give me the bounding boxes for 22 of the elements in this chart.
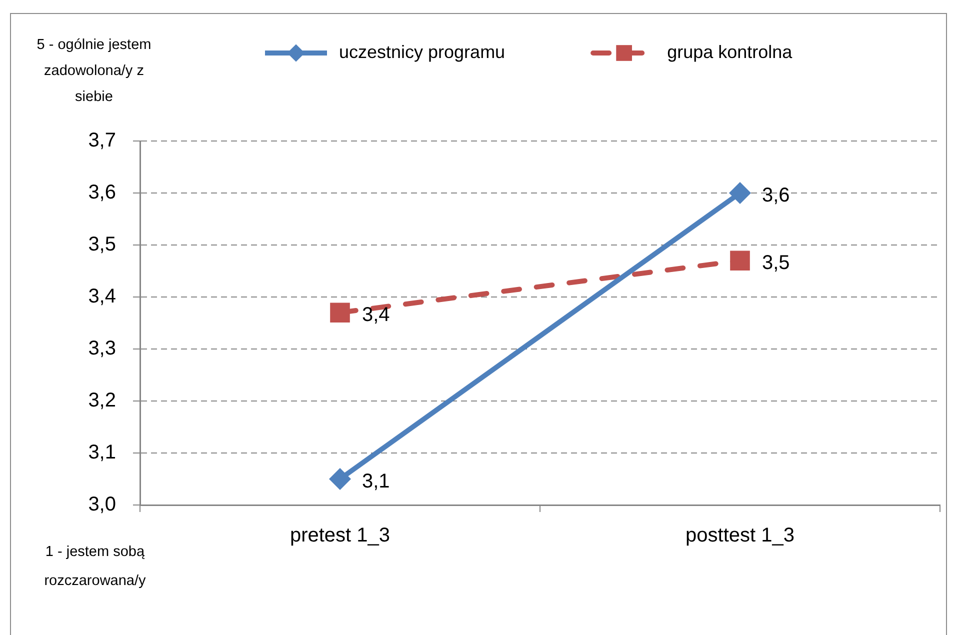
y-tick-label: 3,2 [88, 390, 116, 412]
point [329, 468, 351, 490]
y-tick-label: 3,7 [88, 130, 116, 152]
legend-label: uczestnicy programu [339, 42, 506, 62]
point [330, 302, 350, 322]
y-tick-label: 3,5 [88, 234, 116, 256]
legend-label: grupa kontrolna [667, 42, 794, 62]
x-tick-label: posttest 1_3 [686, 524, 794, 547]
data-label: 3,6 [762, 184, 790, 207]
text: 1 - jestem sobą rozczarowana/y [43, 543, 147, 591]
point [729, 182, 751, 204]
y-tick-label: 3,4 [88, 286, 116, 308]
y-tick-label: 3,1 [88, 442, 116, 464]
y-tick-label: 3,6 [88, 182, 116, 204]
data-label: 3,4 [362, 304, 390, 326]
data-label: 3,1 [362, 470, 390, 493]
y-tick-label: 3,0 [88, 494, 116, 516]
text: 5 - ogólnie jestem zadowolona/y z siebie [36, 36, 152, 107]
x-tick-label: pretest 1_3 [290, 524, 390, 547]
data-label: 3,5 [762, 252, 790, 274]
y-tick-label: 3,3 [88, 338, 116, 360]
point [730, 250, 750, 270]
